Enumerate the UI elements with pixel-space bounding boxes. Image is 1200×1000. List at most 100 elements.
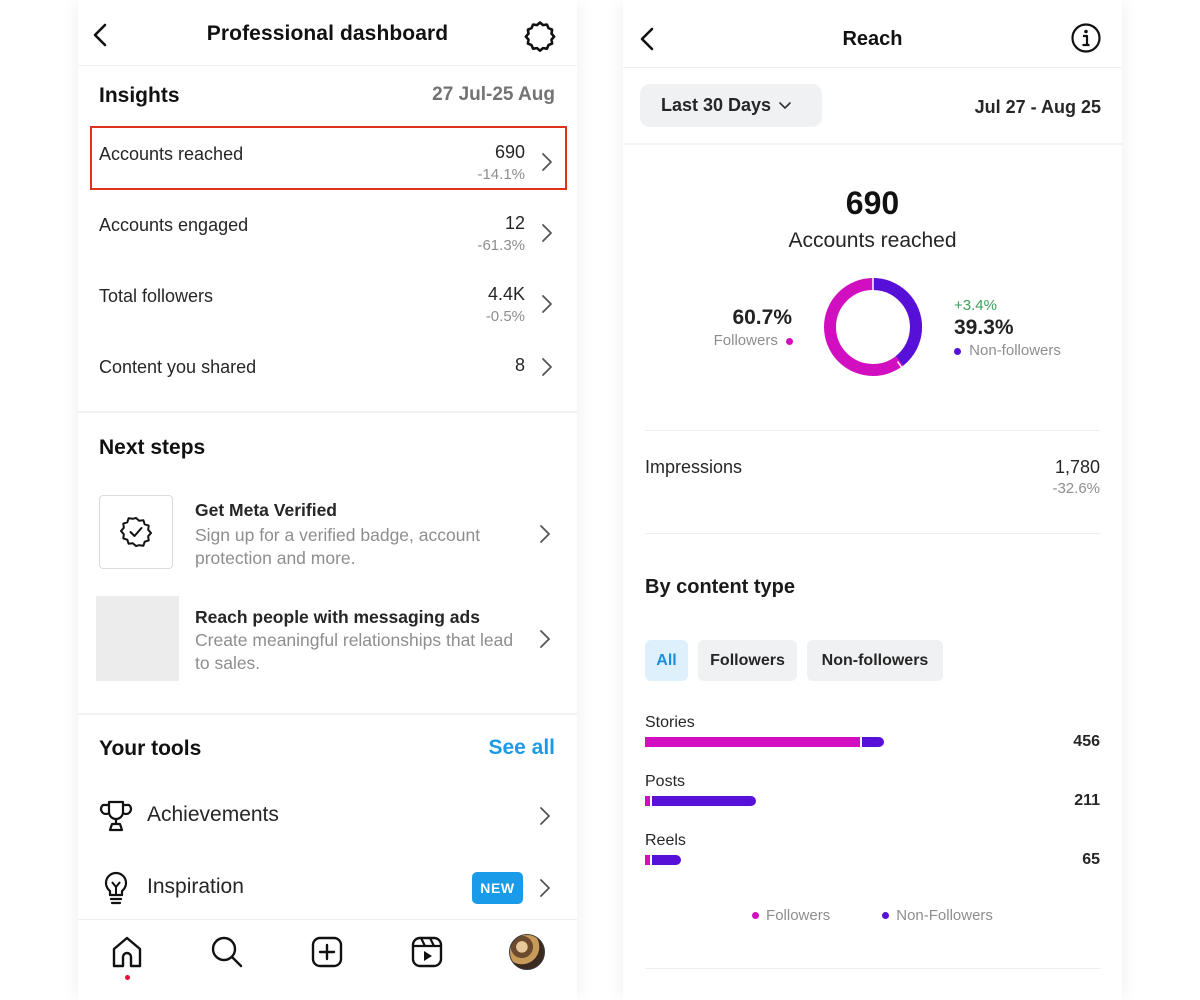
next-step-meta-verified[interactable]: Get Meta Verified Sign up for a verified…: [78, 495, 577, 585]
metric-change: -61.3%: [477, 237, 525, 254]
filter-non-followers[interactable]: Non-followers: [807, 640, 943, 681]
tool-achievements[interactable]: Achievements: [78, 788, 577, 844]
metric-change: -0.5%: [485, 308, 525, 325]
metric-change: -14.1%: [477, 166, 525, 183]
trophy-icon: [99, 800, 133, 832]
impressions-value: 1,780: [1054, 457, 1100, 477]
content-row-posts: Posts 211: [645, 773, 1100, 823]
top-bar: Professional dashboard: [78, 0, 577, 66]
chevron-right-icon: [540, 525, 550, 543]
metric-value: 8: [514, 355, 525, 375]
followers-percentage: 60.7%: [732, 306, 792, 329]
info-icon[interactable]: [1070, 22, 1102, 54]
metric-label: Content you shared: [99, 357, 257, 377]
date-range-selected: Last 30 Days: [661, 95, 772, 115]
tab-search[interactable]: [207, 932, 247, 972]
content-name: Reels: [645, 832, 686, 849]
filter-followers[interactable]: Followers: [698, 640, 797, 681]
impressions-label: Impressions: [645, 457, 743, 477]
date-range-text: Jul 27 - Aug 25: [974, 97, 1101, 117]
verified-badge-icon: [120, 517, 152, 547]
divider: [645, 968, 1100, 969]
bar-followers-segment: [645, 796, 650, 806]
step-title: Reach people with messaging ads: [195, 607, 480, 627]
your-tools-heading: Your tools: [99, 737, 202, 760]
top-bar: Reach: [623, 0, 1122, 68]
bar-followers-segment: [645, 737, 860, 747]
professional-dashboard-screen: Professional dashboard Insights 27 Jul-2…: [78, 0, 577, 1000]
new-badge: NEW: [472, 872, 523, 904]
back-chevron-icon[interactable]: [635, 24, 659, 54]
page-title: Professional dashboard: [206, 22, 449, 45]
avatar: [509, 934, 545, 970]
chevron-right-icon: [540, 807, 550, 825]
non-followers-dot: [882, 912, 890, 919]
tool-inspiration[interactable]: Inspiration NEW: [78, 860, 577, 916]
divider: [645, 430, 1100, 431]
tab-profile[interactable]: [507, 932, 547, 972]
divider: [645, 533, 1100, 534]
reels-icon: [411, 936, 443, 968]
back-chevron-icon[interactable]: [88, 20, 112, 50]
bar-followers-segment: [645, 855, 650, 865]
chevron-right-icon: [540, 630, 550, 648]
non-followers-label: Non-followers: [969, 342, 1061, 359]
content-type-heading: By content type: [645, 576, 796, 598]
step-image-placeholder: [96, 596, 179, 681]
legend-non-followers: Non-Followers: [882, 907, 993, 924]
legend-label: Non-Followers: [896, 907, 993, 924]
tool-label: Inspiration: [147, 875, 244, 898]
date-range-dropdown[interactable]: Last 30 Days: [640, 84, 822, 127]
insights-heading: Insights: [99, 84, 180, 107]
content-row-reels: Reels 65: [645, 832, 1100, 882]
bottom-tab-bar: [78, 919, 577, 1000]
bar-non-followers-segment: [862, 737, 884, 747]
page-title: Reach: [842, 28, 903, 50]
filter-all[interactable]: All: [645, 640, 688, 681]
chevron-right-icon: [542, 153, 552, 171]
step-description: Create meaningful relationships that lea…: [195, 630, 514, 673]
followers-legend: Followers: [714, 332, 793, 349]
metric-accounts-reached[interactable]: Accounts reached 690 -14.1%: [78, 128, 577, 192]
metric-content-shared[interactable]: Content you shared 8: [78, 341, 577, 405]
next-steps-heading: Next steps: [99, 436, 206, 459]
search-icon: [211, 936, 243, 968]
section-divider: [78, 713, 577, 715]
accounts-reached-value: 690: [845, 185, 900, 221]
chart-legend: Followers Non-Followers: [623, 907, 1122, 924]
bar-non-followers-segment: [652, 796, 756, 806]
followers-label: Followers: [713, 332, 778, 349]
see-all-link[interactable]: See all: [488, 736, 555, 759]
gear-icon[interactable]: [523, 18, 557, 52]
metric-total-followers[interactable]: Total followers 4.4K -0.5%: [78, 270, 577, 334]
chevron-right-icon: [542, 224, 552, 242]
insights-date-range: 27 Jul-25 Aug: [432, 84, 555, 105]
accounts-reached-label: Accounts reached: [788, 229, 957, 252]
metric-label: Accounts reached: [99, 144, 244, 164]
stacked-bar: [645, 737, 884, 747]
content-value: 211: [1074, 792, 1100, 809]
tab-create[interactable]: [307, 932, 347, 972]
tab-home[interactable]: [107, 932, 147, 972]
insights-header: Insights 27 Jul-25 Aug: [99, 82, 555, 110]
stacked-bar: [645, 855, 681, 865]
stacked-bar: [645, 796, 756, 806]
content-value: 456: [1073, 733, 1100, 750]
lightbulb-icon: [104, 871, 128, 905]
metric-label: Accounts engaged: [99, 215, 249, 235]
home-icon: [112, 936, 142, 968]
metric-value: 690: [494, 142, 525, 162]
followers-donut-chart: [824, 278, 922, 376]
metric-accounts-engaged[interactable]: Accounts engaged 12 -61.3%: [78, 199, 577, 263]
followers-dot: [786, 337, 793, 345]
chevron-down-icon: [779, 101, 791, 109]
metric-label: Total followers: [99, 286, 214, 306]
next-step-messaging-ads[interactable]: Reach people with messaging ads Create m…: [78, 596, 577, 686]
tab-reels[interactable]: [407, 932, 447, 972]
section-divider: [623, 143, 1122, 145]
bar-non-followers-segment: [652, 855, 681, 865]
step-title: Get Meta Verified: [195, 500, 337, 520]
chevron-right-icon: [542, 295, 552, 313]
notification-dot: [125, 975, 130, 980]
legend-label: Followers: [766, 907, 831, 924]
